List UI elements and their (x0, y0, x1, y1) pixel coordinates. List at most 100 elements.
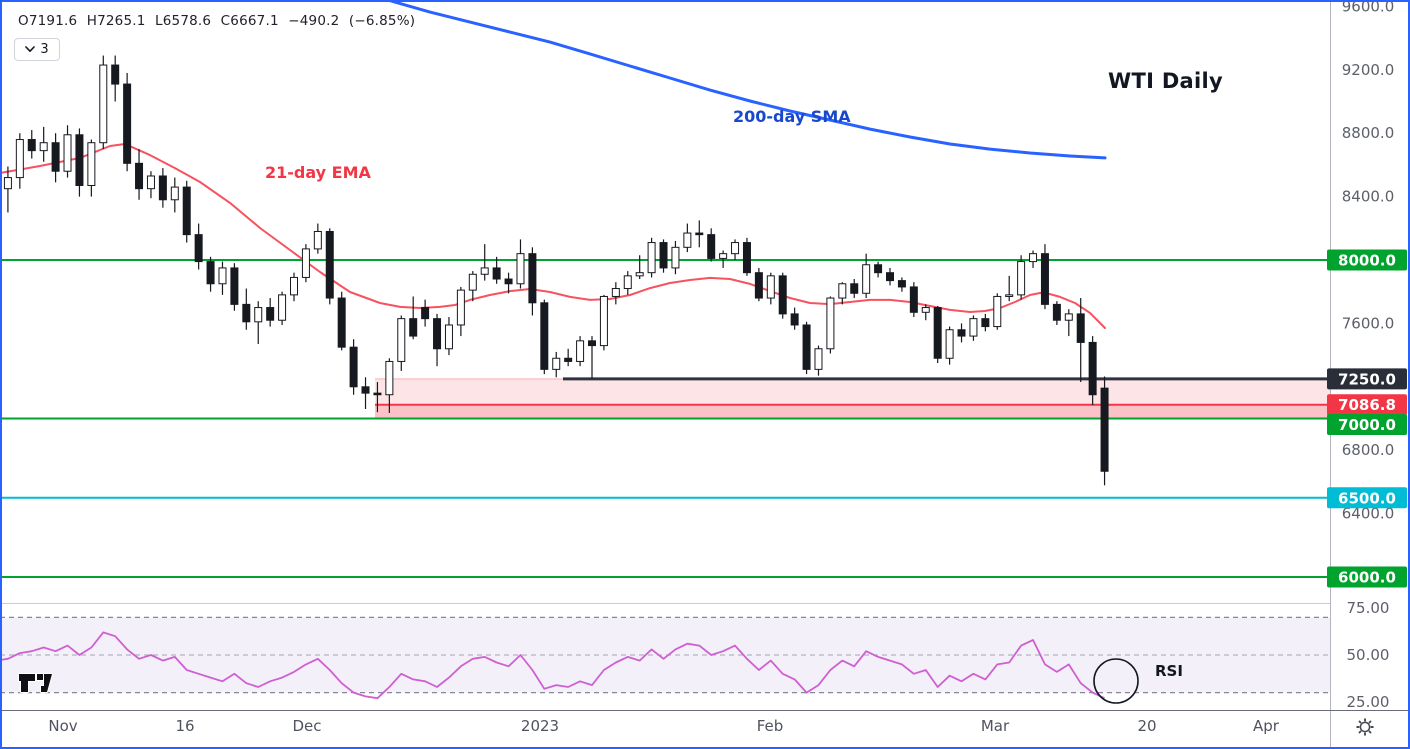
candle-body (1052, 303, 1061, 321)
sma-annotation-label: 200-day SMA (733, 107, 851, 126)
candle-body (301, 248, 310, 278)
candle-body (957, 329, 966, 337)
ema-line (0, 143, 1106, 329)
candle-body (1029, 253, 1038, 263)
candle-body (51, 142, 60, 172)
interval-label: 3 (40, 42, 49, 57)
candle-body (695, 232, 704, 236)
candle-body (611, 288, 620, 297)
candle-body (897, 280, 906, 288)
candle-body (158, 175, 167, 201)
candle-body (719, 253, 728, 259)
price-tick: 8800.0 (1342, 124, 1395, 142)
price-badge (1327, 368, 1407, 390)
price-badge-label: 6500.0 (1338, 489, 1396, 507)
ema-annotation-label: 21-day EMA (265, 163, 371, 182)
interval-dropdown[interactable]: 3 (14, 38, 60, 61)
settings-gear-icon[interactable] (1352, 714, 1378, 740)
candle-body (826, 297, 835, 350)
candle-body (409, 318, 418, 337)
candle-body (278, 294, 287, 321)
candle-body (540, 302, 549, 370)
candle-body (707, 234, 716, 259)
candle-body (921, 307, 930, 313)
candle-body (373, 392, 382, 396)
candle-body (290, 276, 298, 296)
price-badge-label: 8000.0 (1338, 252, 1396, 270)
ohlc-legend: O7191.6 H7265.1 L6578.6 C6667.1 −490.2 (… (18, 13, 416, 29)
price-badge-label: 6000.0 (1338, 569, 1396, 587)
candle-body (313, 230, 322, 250)
candle-body (874, 264, 883, 274)
rsi-circle-annotation[interactable] (1093, 658, 1139, 704)
candle-body (945, 329, 954, 359)
candle-body (39, 142, 48, 152)
candle-body (1088, 341, 1097, 396)
rsi-annotation-label: RSI (1155, 662, 1183, 680)
candle-body (27, 139, 36, 152)
price-badge (1327, 249, 1407, 271)
candle-body (731, 242, 740, 255)
candle-body (683, 232, 692, 248)
candle-body (182, 186, 191, 236)
candle-body (564, 357, 573, 362)
candle-body (742, 242, 751, 274)
candle-body (135, 162, 144, 190)
time-axis-bg[interactable] (0, 711, 1410, 749)
support-zone-upper (375, 378, 1330, 405)
candle-body (981, 318, 990, 328)
candle-body (1100, 387, 1109, 472)
candle-body (456, 289, 465, 326)
price-tick: 6400.0 (1342, 505, 1395, 523)
candle-body (385, 360, 394, 396)
time-label[interactable]: 2023 (521, 717, 559, 735)
candle-body (623, 275, 632, 290)
price-badge (1327, 487, 1407, 509)
candle-body (576, 340, 585, 362)
candle-body (421, 307, 430, 320)
price-badge (1327, 394, 1407, 416)
candle-body (790, 313, 799, 326)
candle-body (111, 64, 120, 85)
candle-body (671, 246, 680, 269)
candle-body (444, 324, 453, 350)
candle-body (218, 267, 227, 285)
candle-body (862, 264, 871, 294)
candle-body (1076, 313, 1085, 343)
chevron-down-icon (25, 46, 36, 52)
candle-body (123, 83, 132, 164)
time-label[interactable]: 16 (175, 717, 194, 735)
time-label[interactable]: Nov (48, 717, 77, 735)
candle-body (63, 134, 72, 172)
candle-body (75, 134, 84, 187)
candle-body (659, 242, 668, 269)
time-label[interactable]: 20 (1137, 717, 1156, 735)
candle-body (528, 253, 537, 304)
sma-line (386, 0, 1107, 160)
candle-body (838, 283, 847, 299)
time-label[interactable]: Apr (1253, 717, 1280, 735)
candle-body (647, 242, 656, 274)
candle-body (15, 139, 24, 179)
candle-body (433, 318, 442, 350)
candle-body (87, 142, 96, 187)
candle-body (194, 234, 203, 263)
candle-body (635, 272, 644, 277)
candle-body (480, 267, 489, 275)
candle-body (516, 253, 525, 285)
time-label[interactable]: Mar (981, 717, 1010, 735)
candle-body (99, 64, 108, 144)
price-tick: 9200.0 (1342, 61, 1395, 79)
candle-body (909, 286, 918, 313)
time-label[interactable]: Dec (292, 717, 321, 735)
tradingview-logo[interactable] (17, 668, 57, 700)
candle-body (552, 357, 561, 370)
candle-body (1017, 261, 1026, 296)
time-label[interactable]: Feb (757, 717, 784, 735)
candle-body (588, 340, 596, 347)
candle-body (3, 177, 12, 190)
candle-body (230, 267, 239, 305)
price-badge (1327, 566, 1407, 588)
